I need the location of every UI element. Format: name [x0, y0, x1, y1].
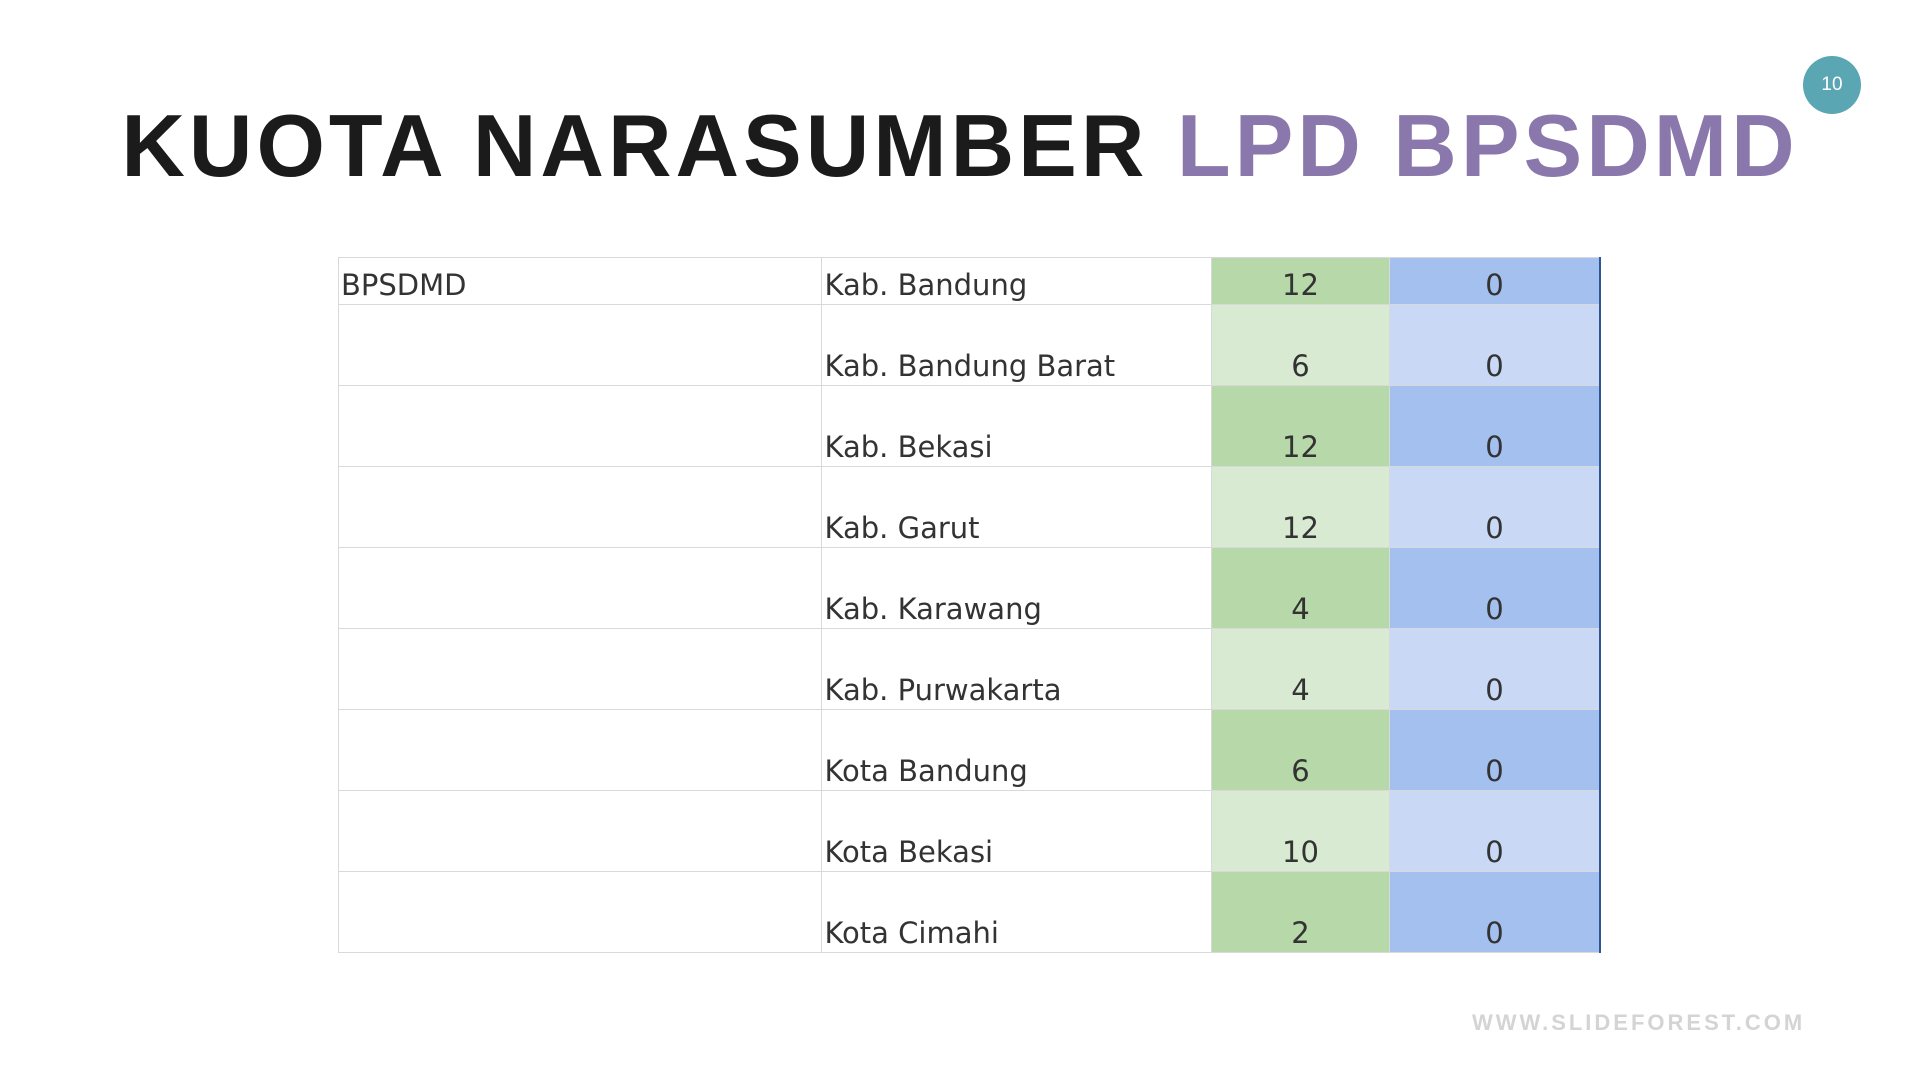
used-cell: 0: [1388, 709, 1601, 791]
quota-cell: 12: [1211, 385, 1390, 467]
table-row: Kota Cimahi 2 0: [337, 871, 1601, 953]
used-cell: 0: [1388, 871, 1601, 953]
table-row: Kota Bandung 6 0: [337, 709, 1601, 791]
table-row: BPSDMD Kab. Bandung 12 0: [337, 257, 1601, 305]
quota-cell: 4: [1211, 628, 1390, 710]
quota-cell: 12: [1211, 257, 1390, 305]
region-cell: Kab. Bekasi: [821, 385, 1213, 467]
used-cell: 0: [1388, 547, 1601, 629]
region-cell: Kota Bandung: [821, 709, 1213, 791]
region-cell: Kab. Bandung Barat: [821, 304, 1213, 386]
org-cell: [337, 304, 823, 386]
quota-cell: 12: [1211, 466, 1390, 548]
used-cell: 0: [1388, 385, 1601, 467]
table-row: Kab. Garut 12 0: [337, 466, 1601, 548]
org-cell: [337, 709, 823, 791]
table-row: Kota Bekasi 10 0: [337, 790, 1601, 872]
region-cell: Kota Bekasi: [821, 790, 1213, 872]
table-row: Kab. Bandung Barat 6 0: [337, 304, 1601, 386]
org-cell: [337, 790, 823, 872]
used-cell: 0: [1388, 466, 1601, 548]
used-cell: 0: [1388, 304, 1601, 386]
table-row: Kab. Bekasi 12 0: [337, 385, 1601, 467]
title-accent-part: LPD BPSDMD: [1176, 96, 1799, 195]
org-cell: BPSDMD: [337, 257, 823, 305]
quota-cell: 2: [1211, 871, 1390, 953]
org-cell: [337, 547, 823, 629]
org-cell: [337, 628, 823, 710]
used-cell: 0: [1388, 790, 1601, 872]
org-cell: [337, 871, 823, 953]
quota-table: BPSDMD Kab. Bandung 12 0 Kab. Bandung Ba…: [337, 257, 1601, 953]
used-cell: 0: [1388, 257, 1601, 305]
region-cell: Kota Cimahi: [821, 871, 1213, 953]
org-cell: [337, 466, 823, 548]
table-row: Kab. Purwakarta 4 0: [337, 628, 1601, 710]
region-cell: Kab. Bandung: [821, 257, 1213, 305]
org-cell: [337, 385, 823, 467]
region-cell: Kab. Purwakarta: [821, 628, 1213, 710]
footer-website-link[interactable]: WWW.SLIDEFOREST.COM: [1472, 1010, 1806, 1035]
used-cell: 0: [1388, 628, 1601, 710]
quota-cell: 4: [1211, 547, 1390, 629]
title-dark-part: KUOTA NARASUMBER: [121, 96, 1177, 195]
region-cell: Kab. Karawang: [821, 547, 1213, 629]
table-row: Kab. Karawang 4 0: [337, 547, 1601, 629]
slide-title: KUOTA NARASUMBER LPD BPSDMD: [0, 96, 1920, 196]
quota-cell: 6: [1211, 709, 1390, 791]
page-number-badge: 10: [1803, 56, 1861, 114]
region-cell: Kab. Garut: [821, 466, 1213, 548]
quota-cell: 6: [1211, 304, 1390, 386]
quota-cell: 10: [1211, 790, 1390, 872]
